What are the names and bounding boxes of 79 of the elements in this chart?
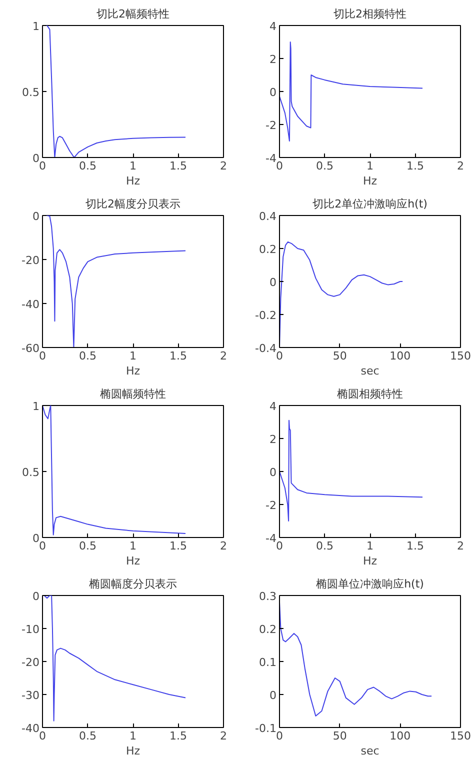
x-tick-label: 1.5 [170, 540, 188, 552]
y-tick-label: 4 [270, 400, 276, 413]
y-tick-label: -20 [22, 656, 40, 669]
x-tick-label: 0.5 [79, 160, 97, 172]
chart-title: 椭圆幅度分贝表示 [89, 578, 177, 590]
x-axis-title: sec [360, 744, 380, 758]
x-tick-label: 1 [130, 160, 136, 172]
x-tick-label: 100 [390, 730, 411, 742]
x-tick-label: 0.5 [79, 350, 97, 362]
x-tick-label: 50 [332, 730, 347, 742]
x-axis-title: Hz [126, 744, 140, 758]
y-tick-label: 1 [32, 20, 40, 33]
x-tick-label: 1 [366, 160, 374, 172]
y-tick-label: -10 [22, 623, 40, 636]
x-tick-label: 1.5 [406, 540, 424, 552]
x-tick-label: 0.5 [316, 160, 334, 172]
x-axis-title: Hz [126, 554, 140, 568]
y-tick-label: 0.4 [259, 210, 277, 223]
y-tick-label: -2 [266, 119, 276, 132]
x-tick-label: 2 [457, 160, 464, 172]
chart-title: 切比2相频特性 [334, 8, 406, 20]
x-tick-label: 1.5 [406, 160, 424, 172]
y-tick-label: 0 [270, 86, 276, 99]
y-tick-label: 0 [270, 689, 276, 702]
x-tick-label: 0.5 [79, 540, 97, 552]
y-tick-label: 0 [270, 466, 276, 479]
y-tick-label: 0.2 [259, 243, 277, 256]
x-tick-label: 100 [390, 350, 411, 362]
x-tick-label: 0.5 [316, 540, 334, 552]
x-tick-label: 1.5 [170, 730, 188, 742]
chart-title: 切比2单位冲激响应h(t) [312, 198, 428, 210]
x-tick-label: 1.5 [170, 350, 188, 362]
x-tick-label: 2 [220, 350, 227, 362]
x-tick-label: 2 [457, 540, 464, 552]
y-tick-label: -2 [266, 499, 276, 512]
chart-title: 椭圆相频特性 [337, 388, 403, 400]
y-tick-label: 0.5 [22, 466, 40, 479]
x-tick-label: 150 [450, 350, 471, 362]
y-tick-label: -40 [22, 298, 40, 311]
y-tick-label: -30 [22, 689, 40, 702]
y-tick-label: 0 [32, 210, 40, 223]
y-tick-label: 2 [270, 53, 276, 66]
y-tick-label: 0.5 [22, 86, 40, 99]
chart-title: 切比2幅频特性 [96, 8, 170, 20]
y-tick-label: -0.4 [255, 342, 277, 355]
chart-title: 椭圆单位冲激响应h(t) [316, 578, 424, 590]
x-tick-label: 0.5 [79, 730, 97, 742]
y-tick-label: 1 [32, 400, 40, 413]
y-tick-label: -40 [22, 722, 40, 735]
x-tick-label: 2 [220, 540, 227, 552]
y-tick-label: 0.1 [259, 656, 277, 669]
y-tick-label: 0 [270, 276, 276, 289]
x-axis-title: Hz [126, 364, 140, 378]
y-tick-label: 0 [32, 590, 40, 603]
x-tick-label: 1 [130, 350, 136, 362]
x-axis-title: sec [360, 364, 380, 378]
x-tick-label: 1 [130, 540, 136, 552]
y-tick-label: 4 [270, 20, 276, 33]
chart-title: 切比2幅度分贝表示 [86, 198, 180, 210]
chart-title: 椭圆幅频特性 [100, 388, 166, 400]
y-tick-label: -4 [266, 152, 276, 165]
x-tick-label: 2 [220, 160, 227, 172]
y-tick-label: -20 [22, 254, 40, 267]
x-tick-label: 1 [130, 730, 136, 742]
x-tick-label: 2 [220, 730, 227, 742]
x-axis-title: Hz [126, 174, 140, 188]
y-tick-label: 2 [270, 433, 276, 446]
y-tick-label: -0.2 [255, 309, 277, 322]
x-axis-title: Hz [362, 174, 378, 188]
y-tick-label: 0.2 [259, 623, 277, 636]
y-tick-label: -4 [266, 532, 276, 545]
y-tick-label: -60 [22, 342, 40, 355]
y-tick-label: -0.1 [255, 722, 277, 735]
x-tick-label: 150 [450, 730, 471, 742]
x-tick-label: 1.5 [170, 160, 188, 172]
x-axis-title: Hz [362, 554, 378, 568]
x-tick-label: 1 [366, 540, 374, 552]
x-tick-label: 50 [332, 350, 347, 362]
y-tick-label: 0.3 [259, 590, 277, 603]
